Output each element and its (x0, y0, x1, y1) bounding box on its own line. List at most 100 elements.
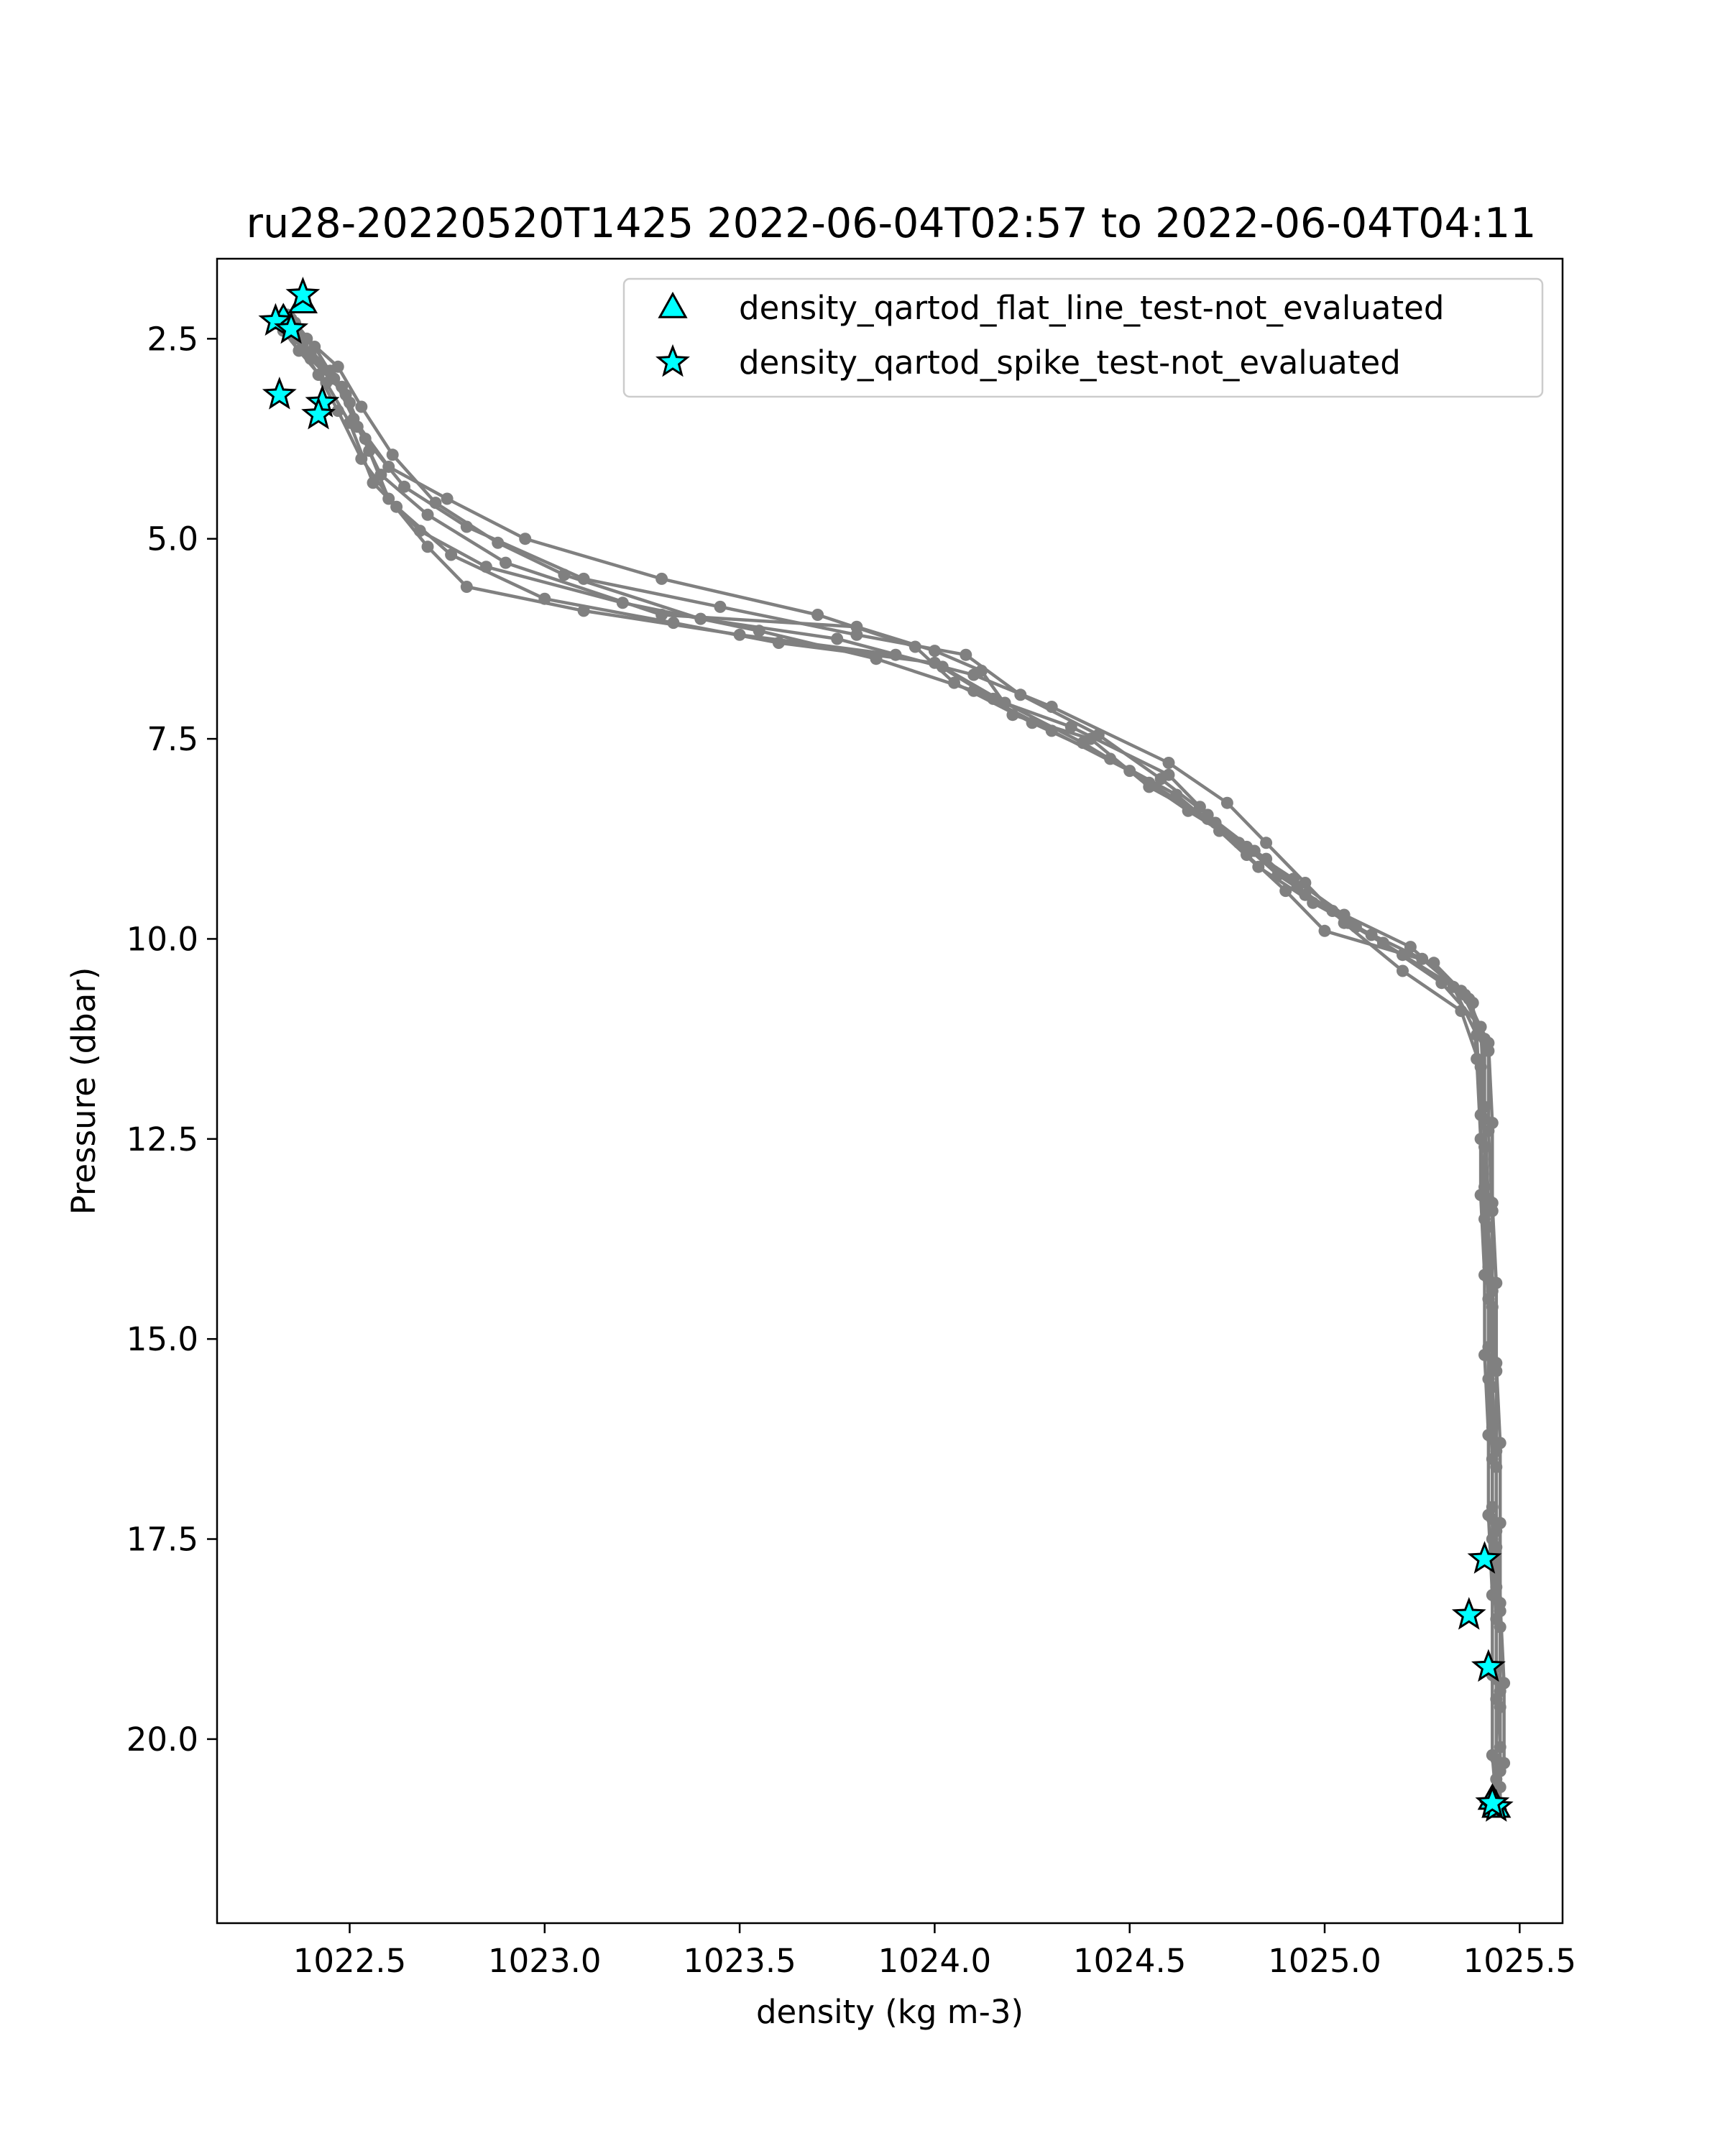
profile-point (811, 609, 824, 621)
profile-point (374, 469, 387, 482)
profile-point (355, 400, 368, 413)
profile-point (413, 525, 426, 538)
profile-point (850, 628, 863, 641)
profile-point (714, 600, 727, 613)
profile-point (1201, 808, 1214, 821)
profile-point (870, 653, 883, 665)
star-marker (1451, 1597, 1486, 1630)
profile-point (960, 648, 972, 661)
x-tick-label: 1025.0 (1268, 1942, 1381, 1980)
star-marker (1471, 1649, 1506, 1682)
profile-point (386, 448, 399, 461)
y-tick-label: 20.0 (126, 1720, 198, 1759)
legend-entry-2: density_qartod_spike_test-not_evaluated (656, 344, 1401, 382)
profile-line (290, 326, 1502, 1787)
profile-point (1478, 1033, 1491, 1046)
profile-7 (289, 324, 1506, 1813)
star-marker (1475, 1784, 1510, 1818)
profile-point (577, 572, 590, 585)
star-marker (274, 310, 309, 344)
profile-point (1486, 1432, 1499, 1445)
y-axis-label: Pressure (dbar) (65, 967, 103, 1215)
chart-title: ru28-20220520T1425 2022-06-04T02:57 to 2… (247, 200, 1537, 247)
flag-markers-layer (258, 276, 1514, 1822)
profile-point (1014, 688, 1027, 701)
legend-box (622, 277, 1544, 398)
y-axis-ticks: 2.5 5.0 7.5 10.0 12.5 15.0 17.5 20.0 (126, 320, 217, 1759)
x-axis-label: density (kg m-3) (756, 1993, 1024, 2031)
legend-star-icon (656, 344, 690, 377)
profile-point (1482, 1192, 1495, 1205)
profile-point (1486, 1513, 1499, 1526)
profile-point (293, 344, 305, 357)
legend: density_qartod_flat_line_test-not_evalua… (622, 277, 1544, 398)
profile-2 (293, 328, 1503, 1786)
profile-line (282, 329, 1499, 1804)
legend-entry-1: density_qartod_flat_line_test-not_evalua… (658, 289, 1444, 327)
profile-point (304, 352, 317, 365)
profiles-layer (277, 308, 1511, 1818)
y-tick-label: 7.5 (147, 720, 198, 758)
x-tick-label: 1024.5 (1073, 1942, 1186, 1980)
y-tick-label: 12.5 (126, 1120, 198, 1158)
profile-point (1154, 773, 1167, 786)
x-tick-label: 1024.0 (878, 1942, 991, 1980)
profile-point (1252, 860, 1265, 873)
profile-point (1248, 844, 1261, 857)
y-tick-label: 2.5 (147, 320, 198, 358)
profile-point (1416, 952, 1429, 965)
star-marker (258, 303, 293, 336)
y-tick-label: 5.0 (147, 520, 198, 558)
x-tick-label: 1025.5 (1463, 1942, 1576, 1980)
profile-point (398, 480, 410, 493)
profile-point (1482, 1273, 1495, 1286)
profile-point (331, 360, 344, 373)
profile-point (339, 388, 352, 401)
profile-line (290, 318, 1502, 1772)
star-marker (285, 276, 321, 310)
x-axis-ticks: 1022.5 1023.0 1023.5 1024.0 1024.5 1025.0 1025… (293, 1923, 1576, 1980)
profile-point (359, 433, 372, 445)
profile-point (831, 632, 844, 645)
x-tick-label: 1022.5 (293, 1942, 406, 1980)
profile-point (656, 572, 668, 585)
profile-line (293, 330, 1502, 1807)
profile-point (460, 520, 473, 533)
star-marker (301, 396, 336, 430)
profile-point (344, 416, 356, 429)
x-tick-label: 1023.5 (683, 1942, 796, 1980)
profile-point (500, 556, 512, 569)
legend-triangle-icon (658, 291, 688, 318)
profile-point (1397, 949, 1409, 962)
star-marker (1467, 1541, 1502, 1574)
profile-line (297, 333, 1499, 1779)
profile-point (1404, 941, 1417, 954)
profile-point (300, 332, 313, 345)
profile-point (1162, 757, 1175, 769)
star-marker (262, 377, 297, 410)
star-markers (258, 276, 1514, 1822)
profile-point (1318, 924, 1331, 937)
y-tick-label: 17.5 (126, 1521, 198, 1559)
y-tick-label: 15.0 (126, 1320, 198, 1358)
profile-point (694, 612, 707, 625)
profile-point (367, 476, 380, 489)
profile-point (1260, 837, 1273, 849)
profile-point (1455, 985, 1468, 998)
legend-label: density_qartod_flat_line_test-not_evalua… (739, 289, 1444, 327)
profile-point (1143, 776, 1156, 789)
profile-point (421, 508, 434, 521)
legend-entries: density_qartod_flat_line_test-not_evalua… (656, 289, 1444, 382)
y-tick-label: 10.0 (126, 920, 198, 958)
profile-point (1342, 916, 1355, 929)
profile-point (445, 548, 458, 561)
profile-5 (277, 324, 1503, 1810)
profile-point (479, 561, 492, 573)
profile-point (1478, 1112, 1491, 1125)
x-tick-label: 1023.0 (488, 1942, 601, 1980)
profile-point (538, 592, 551, 605)
profile-point (1490, 1753, 1503, 1766)
profile-point (1220, 796, 1233, 809)
plot-frame (216, 257, 1564, 1925)
